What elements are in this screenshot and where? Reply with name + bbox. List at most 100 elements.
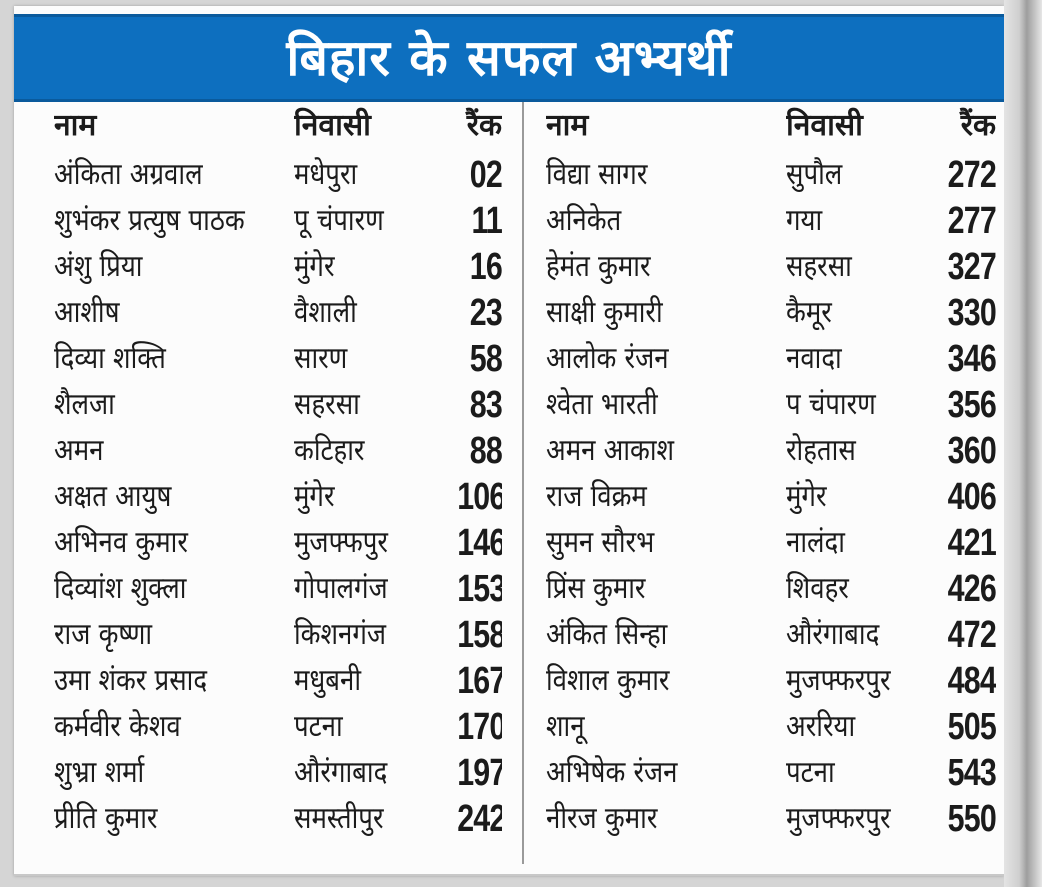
candidate-rank: 170: [457, 706, 502, 748]
header-place: निवासी: [786, 108, 863, 143]
candidate-name: प्रिंस कुमार: [546, 571, 646, 606]
title-banner: बिहार के सफल अभ्यर्थी: [14, 14, 1004, 102]
candidate-name: अभिनव कुमार: [54, 525, 188, 560]
candidate-name: आशीष: [54, 295, 120, 330]
header-rank: रैंक: [960, 108, 996, 143]
candidate-rank: 426: [947, 568, 996, 610]
candidate-place: मुजफ्फपुर: [294, 525, 388, 560]
candidate-rank: 106: [457, 476, 502, 518]
candidate-place: औरंगाबाद: [786, 617, 880, 652]
candidate-name: शुभ्रा शर्मा: [54, 755, 145, 790]
candidate-place: सारण: [294, 341, 348, 376]
candidate-place: नालंदा: [786, 525, 845, 560]
table-row: राज विक्रम मुंगेर 406: [546, 474, 996, 520]
candidate-place: पटना: [786, 755, 835, 790]
header-name: नाम: [54, 108, 97, 143]
candidate-rank: 158: [457, 614, 502, 656]
candidate-place: किशनगंज: [294, 617, 387, 652]
candidate-rank: 11: [471, 200, 502, 242]
candidate-rank: 327: [947, 246, 996, 288]
table-row: शानू अररिया 505: [546, 704, 996, 750]
page-title: बिहार के सफल अभ्यर्थी: [286, 29, 732, 87]
table-row: प्रीति कुमार समस्तीपुर 242: [54, 796, 502, 842]
table-row: प्रिंस कुमार शिवहर 426: [546, 566, 996, 612]
candidate-name: अंशु प्रिया: [54, 249, 143, 284]
candidate-place: प चंपारण: [786, 387, 876, 422]
candidate-rank: 277: [947, 200, 996, 242]
candidate-name: आलोक रंजन: [546, 341, 669, 376]
candidate-rank: 472: [947, 614, 996, 656]
table-header: नाम निवासी रैंक: [546, 106, 996, 152]
table-header: नाम निवासी रैंक: [54, 106, 502, 152]
table-row: अभिषेक रंजन पटना 543: [546, 750, 996, 796]
candidate-rank: 58: [469, 338, 502, 380]
candidate-place: शिवहर: [786, 571, 849, 606]
candidate-name: दिव्या शक्ति: [54, 341, 166, 376]
candidate-rank: 406: [947, 476, 996, 518]
page-edge: [1004, 0, 1042, 887]
candidate-place: मधुबनी: [294, 663, 362, 698]
candidate-name: शुभंकर प्रत्युष पाठक: [54, 203, 245, 238]
table-row: अमन आकाश रोहतास 360: [546, 428, 996, 474]
candidate-rank: 330: [947, 292, 996, 334]
candidate-name: राज विक्रम: [546, 479, 647, 514]
candidate-rank: 146: [457, 522, 502, 564]
table-row: उमा शंकर प्रसाद मधुबनी 167: [54, 658, 502, 704]
table-row: दिव्या शक्ति सारण 58: [54, 336, 502, 382]
candidate-name: अमन: [54, 433, 104, 468]
candidate-place: कटिहार: [294, 433, 365, 468]
candidate-place: मधेपुरा: [294, 157, 358, 192]
candidate-name: अभिषेक रंजन: [546, 755, 678, 790]
candidate-place: सहरसा: [294, 387, 360, 422]
candidate-rank: 543: [947, 752, 996, 794]
candidate-place: मुंगेर: [294, 249, 335, 284]
candidate-rank: 356: [947, 384, 996, 426]
candidate-name: राज कृष्णा: [54, 617, 153, 652]
candidate-place: कैमूर: [786, 295, 832, 330]
candidate-rank: 505: [947, 706, 996, 748]
candidate-place: औरंगाबाद: [294, 755, 388, 790]
candidate-name: अंकिता अग्रवाल: [54, 157, 203, 192]
candidate-place: मुंगेर: [786, 479, 827, 514]
left-table-body: अंकिता अग्रवाल मधेपुरा 02 शुभंकर प्रत्युष प…: [54, 152, 502, 842]
table-row: शुभंकर प्रत्युष पाठक पू चंपारण 11: [54, 198, 502, 244]
candidate-name: अंकित सिन्हा: [546, 617, 668, 652]
table-row: अमन कटिहार 88: [54, 428, 502, 474]
candidate-rank: 88: [469, 430, 502, 472]
table-row: नीरज कुमार मुजफ्फरपुर 550: [546, 796, 996, 842]
candidate-place: मुजफ्फरपुर: [786, 663, 891, 698]
candidate-rank: 153: [457, 568, 502, 610]
table-row: सुमन सौरभ नालंदा 421: [546, 520, 996, 566]
candidate-rank: 242: [457, 798, 502, 840]
left-table: नाम निवासी रैंक अंकिता अग्रवाल मधेपुरा 02 श…: [54, 106, 502, 842]
candidate-place: वैशाली: [294, 295, 357, 330]
candidate-place: सुपौल: [786, 157, 843, 192]
table-row: शैलजा सहरसा 83: [54, 382, 502, 428]
table-row: हेमंत कुमार सहरसा 327: [546, 244, 996, 290]
candidate-place: गया: [786, 203, 823, 238]
candidate-name: शानू: [546, 709, 585, 744]
candidate-name: दिव्यांश शुक्ला: [54, 571, 187, 606]
table-row: अंकित सिन्हा औरंगाबाद 472: [546, 612, 996, 658]
candidate-rank: 484: [947, 660, 996, 702]
candidate-rank: 421: [947, 522, 996, 564]
candidate-rank: 02: [469, 154, 502, 196]
candidate-name: उमा शंकर प्रसाद: [54, 663, 208, 698]
candidate-place: रोहतास: [786, 433, 856, 468]
candidate-place: गोपालगंज: [294, 571, 388, 606]
candidate-name: शैलजा: [54, 387, 115, 422]
table-row: अंशु प्रिया मुंगेर 16: [54, 244, 502, 290]
table-row: आलोक रंजन नवादा 346: [546, 336, 996, 382]
candidate-rank: 360: [947, 430, 996, 472]
table-row: कर्मवीर केशव पटना 170: [54, 704, 502, 750]
candidate-name: साक्षी कुमारी: [546, 295, 663, 330]
candidate-rank: 550: [947, 798, 996, 840]
table-row: अंकिता अग्रवाल मधेपुरा 02: [54, 152, 502, 198]
candidate-rank: 167: [457, 660, 502, 702]
table-row: राज कृष्णा किशनगंज 158: [54, 612, 502, 658]
candidate-name: कर्मवीर केशव: [54, 709, 181, 744]
candidate-name: श्वेता भारती: [546, 387, 658, 422]
candidate-name: अनिकेत: [546, 203, 622, 238]
candidate-name: हेमंत कुमार: [546, 249, 651, 284]
